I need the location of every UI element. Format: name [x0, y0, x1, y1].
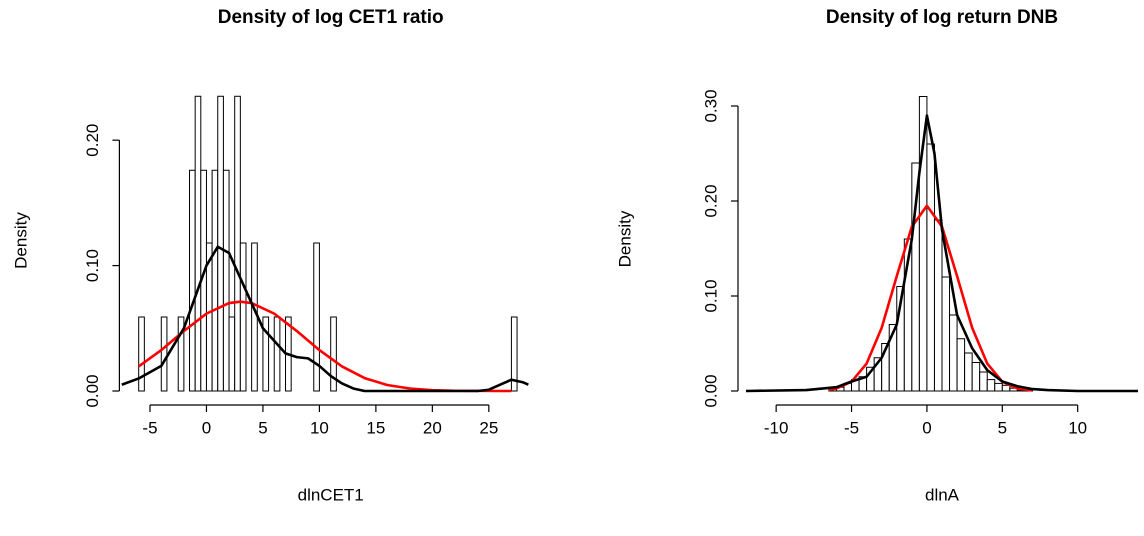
x-tick-label: 25 — [479, 418, 498, 437]
histogram-bar — [510, 316, 518, 392]
histogram-bar — [1001, 384, 1011, 392]
x-tick-label: 10 — [310, 418, 329, 437]
histogram-bar — [956, 338, 966, 392]
y-axis-label: Density — [11, 212, 30, 269]
histogram-bar — [949, 314, 958, 392]
histogram-bar — [926, 143, 935, 392]
chart-title: Density of log CET1 ratio — [218, 7, 444, 28]
histogram-bar — [217, 95, 224, 392]
histogram-bar — [239, 242, 247, 392]
y-tick-label: 0.10 — [83, 249, 102, 282]
histogram-bar — [211, 169, 219, 392]
histogram-bar — [177, 316, 185, 392]
x-tick-label: 5 — [998, 418, 1007, 437]
histogram-bar — [228, 316, 236, 392]
x-tick-label: 15 — [366, 418, 385, 437]
histogram-bar — [971, 362, 981, 392]
histogram-bar — [313, 242, 320, 392]
density-line — [745, 114, 1138, 393]
histogram-bar — [189, 169, 196, 392]
y-tick-label: 0.10 — [701, 279, 720, 312]
histogram-bar — [330, 316, 337, 392]
x-tick-label: -5 — [844, 418, 859, 437]
x-axis-label: dlnA — [925, 485, 960, 504]
histogram-bar — [933, 219, 943, 392]
x-tick-label: 5 — [258, 418, 267, 437]
y-tick-label: 0.00 — [701, 374, 720, 407]
x-tick-label: 0 — [202, 418, 211, 437]
histogram-bar — [138, 316, 145, 392]
histogram-bar — [964, 352, 973, 392]
x-tick-label: -5 — [142, 418, 157, 437]
chart-title: Density of log return DNB — [826, 7, 1058, 28]
y-tick-label: 0.20 — [83, 124, 102, 157]
histogram-bar — [160, 316, 168, 392]
density-line — [828, 204, 1033, 392]
y-axis-label: Density — [615, 210, 634, 267]
y-tick-label: 0.30 — [701, 89, 720, 122]
x-tick-label: -10 — [764, 418, 789, 437]
histogram-bar — [986, 379, 996, 392]
histogram-bar — [273, 316, 281, 392]
x-axis-label: dlnCET1 — [298, 485, 364, 504]
density-line — [121, 245, 529, 393]
x-tick-label: 20 — [423, 418, 442, 437]
histogram-bar — [262, 316, 270, 392]
histogram-bar — [234, 95, 241, 392]
histogram-bar — [941, 276, 951, 392]
histogram-bar — [194, 95, 202, 392]
histogram-bar — [979, 371, 988, 392]
y-tick-label: 0.00 — [83, 374, 102, 407]
histogram-bar — [222, 169, 230, 392]
histogram-bar — [994, 382, 1003, 392]
y-tick-label: 0.20 — [701, 184, 720, 217]
x-tick-label: 10 — [1068, 418, 1087, 437]
x-tick-label: 0 — [922, 418, 931, 437]
